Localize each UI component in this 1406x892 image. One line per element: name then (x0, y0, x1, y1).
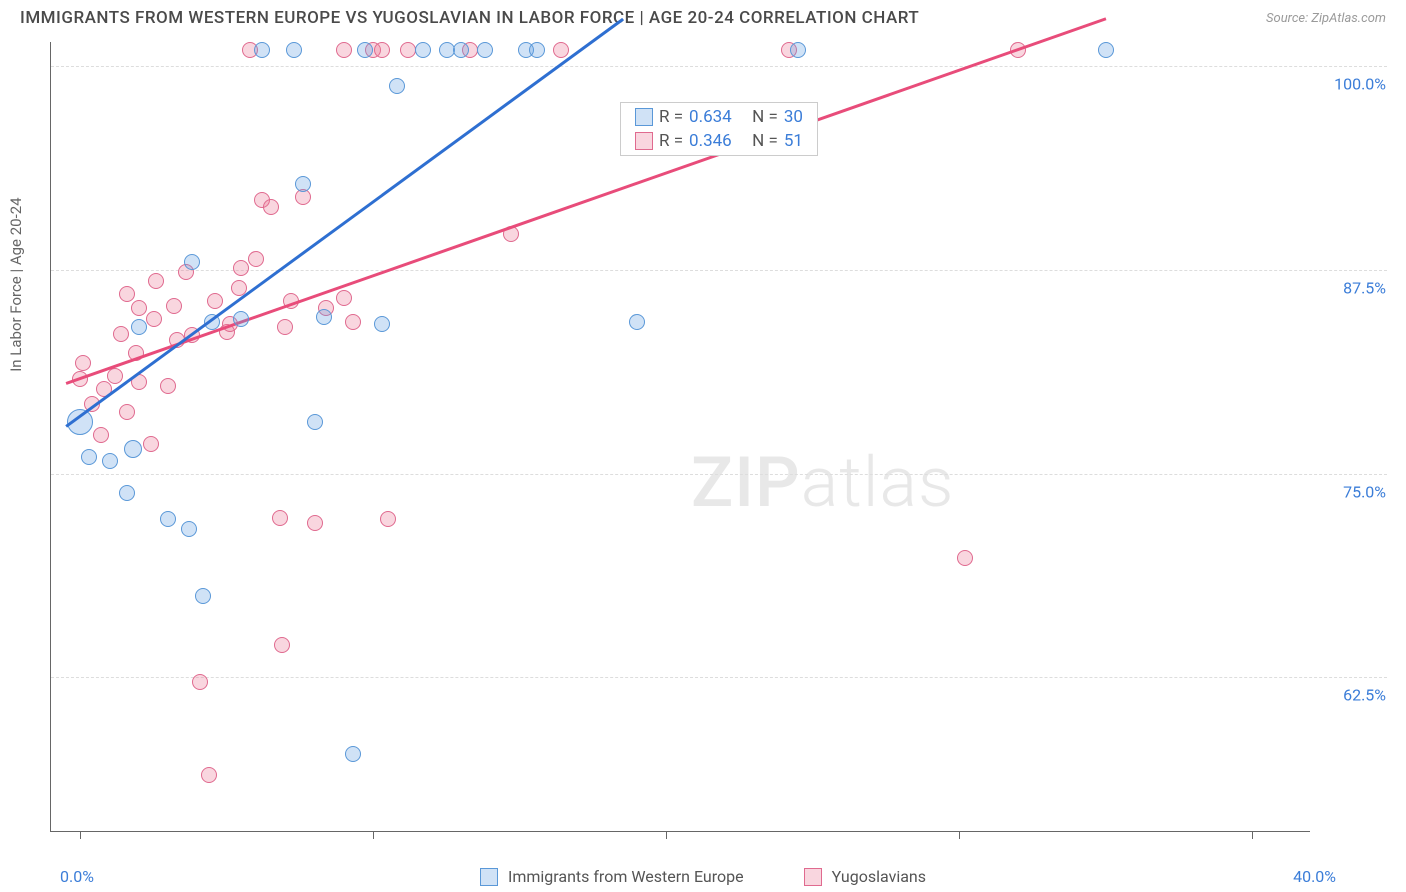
data-point-blue (529, 42, 545, 58)
x-tick (959, 831, 960, 839)
y-tick-label: 87.5% (1343, 279, 1386, 298)
pink-swatch (804, 868, 822, 886)
legend-item-pink: Yugoslavians (804, 867, 926, 886)
pink-r-value: 0.346 (689, 131, 732, 151)
data-point-pink (75, 355, 91, 371)
series-legend: 0.0% Immigrants from Western Europe Yugo… (0, 867, 1406, 886)
data-point-pink (119, 404, 135, 420)
data-point-pink (277, 319, 293, 335)
data-point-blue (629, 314, 645, 330)
data-point-pink (233, 260, 249, 276)
data-point-pink (148, 273, 164, 289)
x-tick (373, 831, 374, 839)
x-axis-max-label: 40.0% (1293, 867, 1336, 886)
x-tick (1252, 831, 1253, 839)
gridline (51, 66, 1387, 67)
data-point-pink (146, 311, 162, 327)
data-point-blue (316, 309, 332, 325)
data-point-pink (166, 298, 182, 314)
data-point-blue (307, 414, 323, 430)
gridline (51, 677, 1387, 678)
x-tick (80, 831, 81, 839)
data-point-blue (81, 449, 97, 465)
data-point-pink (143, 436, 159, 452)
data-point-pink (957, 550, 973, 566)
watermark: ZIPatlas (691, 442, 955, 524)
data-point-blue (184, 254, 200, 270)
data-point-pink (160, 378, 176, 394)
data-point-pink (248, 251, 264, 267)
correlation-row-pink: R = 0.346 N = 51 (621, 129, 817, 153)
correlation-legend: R = 0.634 N = 30 R = 0.346 N = 51 (620, 102, 818, 156)
data-point-blue (439, 42, 455, 58)
correlation-row-blue: R = 0.634 N = 30 (621, 105, 817, 129)
data-point-blue (254, 42, 270, 58)
data-point-pink (336, 290, 352, 306)
data-point-blue (415, 42, 431, 58)
data-point-pink (336, 42, 352, 58)
data-point-blue (119, 485, 135, 501)
data-point-blue (102, 453, 118, 469)
blue-r-value: 0.634 (689, 107, 732, 127)
trend-line-blue (65, 18, 623, 427)
data-point-blue (195, 588, 211, 604)
y-axis-label: In Labor Force | Age 20-24 (7, 197, 25, 371)
data-point-blue (453, 42, 469, 58)
data-point-pink (272, 510, 288, 526)
source-attribution: Source: ZipAtlas.com (1266, 11, 1386, 26)
x-axis-min-label: 0.0% (60, 867, 94, 886)
data-point-pink (307, 515, 323, 531)
data-point-pink (207, 293, 223, 309)
data-point-pink (119, 286, 135, 302)
legend-item-blue: Immigrants from Western Europe (480, 867, 744, 886)
data-point-pink (345, 314, 361, 330)
trend-line-pink (65, 18, 1106, 385)
chart-title: IMMIGRANTS FROM WESTERN EUROPE VS YUGOSL… (20, 8, 919, 28)
blue-n-value: 30 (784, 107, 803, 127)
data-point-blue (286, 42, 302, 58)
y-tick-label: 62.5% (1343, 686, 1386, 705)
data-point-blue (233, 311, 249, 327)
data-point-pink (107, 368, 123, 384)
x-tick (666, 831, 667, 839)
data-point-pink (113, 326, 129, 342)
blue-swatch (635, 108, 653, 126)
data-point-pink (192, 674, 208, 690)
data-point-pink (553, 42, 569, 58)
legend-label-pink: Yugoslavians (832, 867, 926, 886)
data-point-blue (295, 176, 311, 192)
data-point-blue (131, 319, 147, 335)
data-point-pink (380, 511, 396, 527)
plot-region: ZIPatlas (50, 42, 1310, 832)
y-tick-label: 100.0% (1334, 75, 1386, 94)
data-point-pink (131, 300, 147, 316)
data-point-pink (274, 637, 290, 653)
data-point-pink (201, 767, 217, 783)
data-point-pink (263, 199, 279, 215)
data-point-blue (124, 440, 142, 458)
gridline (51, 270, 1387, 271)
pink-swatch (635, 132, 653, 150)
data-point-blue (389, 78, 405, 94)
data-point-blue (357, 42, 373, 58)
gridline (51, 474, 1387, 475)
data-point-pink (400, 42, 416, 58)
pink-n-value: 51 (784, 131, 803, 151)
data-point-blue (1098, 42, 1114, 58)
chart-area: ZIPatlas R = 0.634 N = 30 R = 0.346 N = … (50, 42, 1386, 832)
data-point-blue (790, 42, 806, 58)
data-point-blue (477, 42, 493, 58)
data-point-blue (181, 521, 197, 537)
data-point-blue (160, 511, 176, 527)
data-point-blue (374, 316, 390, 332)
legend-label-blue: Immigrants from Western Europe (508, 867, 744, 886)
data-point-pink (374, 42, 390, 58)
blue-swatch (480, 868, 498, 886)
data-point-blue (345, 746, 361, 762)
data-point-pink (93, 427, 109, 443)
y-tick-label: 75.0% (1343, 482, 1386, 501)
